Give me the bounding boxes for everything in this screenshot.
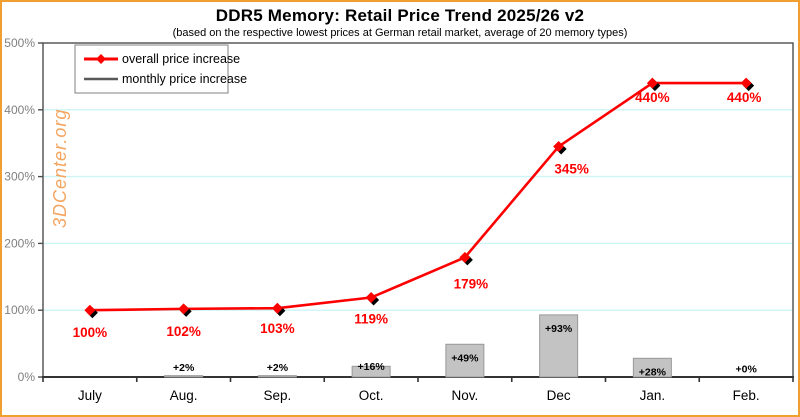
- bar-label: +2%: [267, 362, 289, 374]
- point-marker: [553, 141, 565, 153]
- bar-label: +16%: [358, 361, 386, 373]
- x-axis-label: Dec: [547, 388, 571, 403]
- bar-label: +0%: [735, 364, 757, 376]
- x-axis-label: Jan.: [640, 388, 666, 403]
- x-axis-label: Sep.: [263, 388, 291, 403]
- bar: [632, 357, 672, 378]
- y-tick-label: 500%: [4, 36, 35, 50]
- y-tick-label: 200%: [4, 236, 35, 250]
- point-label: 102%: [166, 324, 201, 339]
- page-title: DDR5 Memory: Retail Price Trend 2025/26 …: [215, 6, 585, 25]
- point-marker: [740, 77, 752, 89]
- bar: [445, 343, 485, 378]
- y-tick-label: 400%: [4, 103, 35, 117]
- bar: [257, 375, 297, 378]
- x-axis-label: July: [78, 388, 102, 403]
- legend-item-label: monthly price increase: [122, 72, 247, 86]
- bar: [351, 365, 391, 378]
- point-label: 100%: [73, 325, 108, 340]
- legend-box: [74, 44, 229, 94]
- point-label: 179%: [454, 276, 489, 291]
- x-axis-label: Feb.: [733, 388, 760, 403]
- page-subtitle: (based on the respective lowest prices a…: [172, 27, 628, 39]
- point-label: 119%: [354, 312, 388, 327]
- point-marker: [271, 302, 283, 314]
- bar: [164, 375, 204, 378]
- price-line: [89, 81, 747, 312]
- bar-label: +49%: [451, 352, 479, 364]
- point-label: 440%: [727, 90, 762, 105]
- legend-item-label: overall price increase: [122, 52, 240, 66]
- watermark-3dcenter: 3DCenter.org: [50, 108, 70, 228]
- bar-label: +93%: [545, 323, 573, 335]
- point-label: 345%: [554, 162, 589, 177]
- x-axis-label: Aug.: [170, 388, 198, 403]
- point-label: 440%: [635, 90, 670, 105]
- point-marker: [646, 77, 658, 89]
- point-label: 103%: [260, 321, 295, 336]
- point-marker: [178, 303, 190, 315]
- bar: [539, 314, 579, 378]
- point-marker: [365, 292, 377, 304]
- x-axis-label: Oct.: [359, 388, 384, 403]
- legend-diamond-icon: [96, 54, 106, 64]
- y-tick-label: 0%: [18, 370, 36, 384]
- bar-label: +28%: [639, 366, 667, 378]
- bar-label: +2%: [173, 362, 195, 374]
- x-axis-label: Nov.: [451, 388, 478, 403]
- y-tick-label: 100%: [4, 303, 35, 317]
- y-tick-label: 300%: [4, 170, 35, 184]
- point-marker: [459, 251, 471, 263]
- point-marker: [84, 304, 96, 316]
